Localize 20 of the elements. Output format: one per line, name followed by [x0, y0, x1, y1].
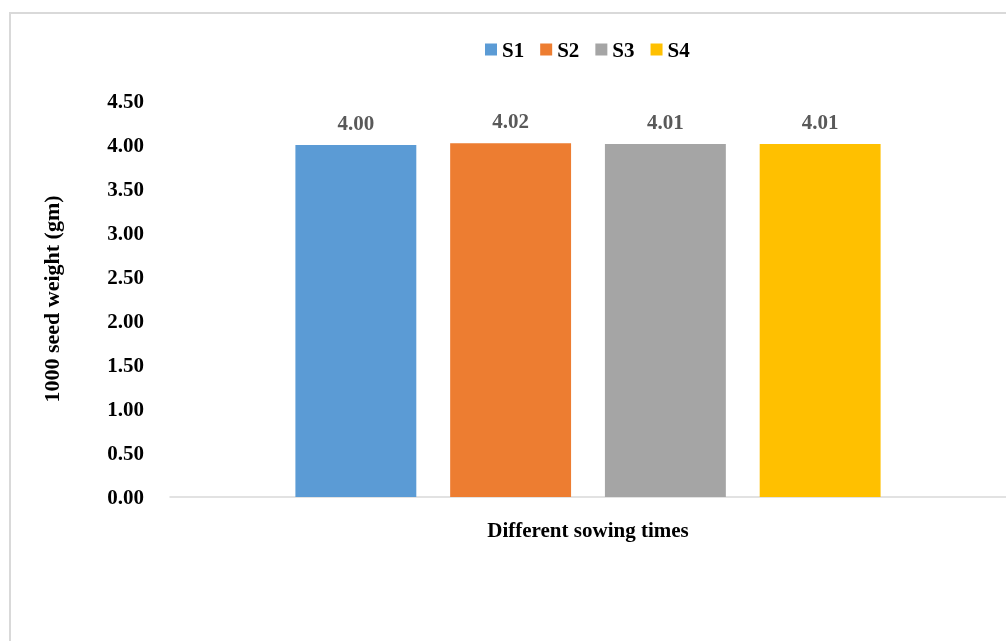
y-axis-title: 1000 seed weight (gm)	[38, 195, 64, 403]
data-label: 4.00	[337, 110, 375, 135]
data-label: 4.01	[647, 109, 684, 134]
legend-label: S2	[557, 37, 580, 62]
y-tick-label: 2.00	[107, 309, 144, 333]
y-tick-label: 1.00	[107, 397, 144, 421]
legend-label: S3	[612, 37, 635, 62]
y-tick-label: 1.50	[107, 353, 144, 377]
data-label: 4.01	[801, 109, 839, 134]
y-tick-label: 4.50	[107, 89, 144, 113]
x-axis-title: Different sowing times	[487, 517, 689, 542]
y-tick-label: 0.00	[107, 485, 144, 509]
y-tick-label: 3.50	[107, 177, 144, 201]
legend-label: S4	[667, 37, 691, 62]
y-tick-label: 3.00	[107, 221, 144, 245]
y-tick-label: 2.50	[107, 265, 144, 289]
legend-label: S1	[502, 37, 525, 62]
data-label: 4.02	[492, 108, 529, 133]
y-tick-label: 4.00	[107, 133, 144, 157]
y-tick-label: 0.50	[107, 441, 144, 465]
